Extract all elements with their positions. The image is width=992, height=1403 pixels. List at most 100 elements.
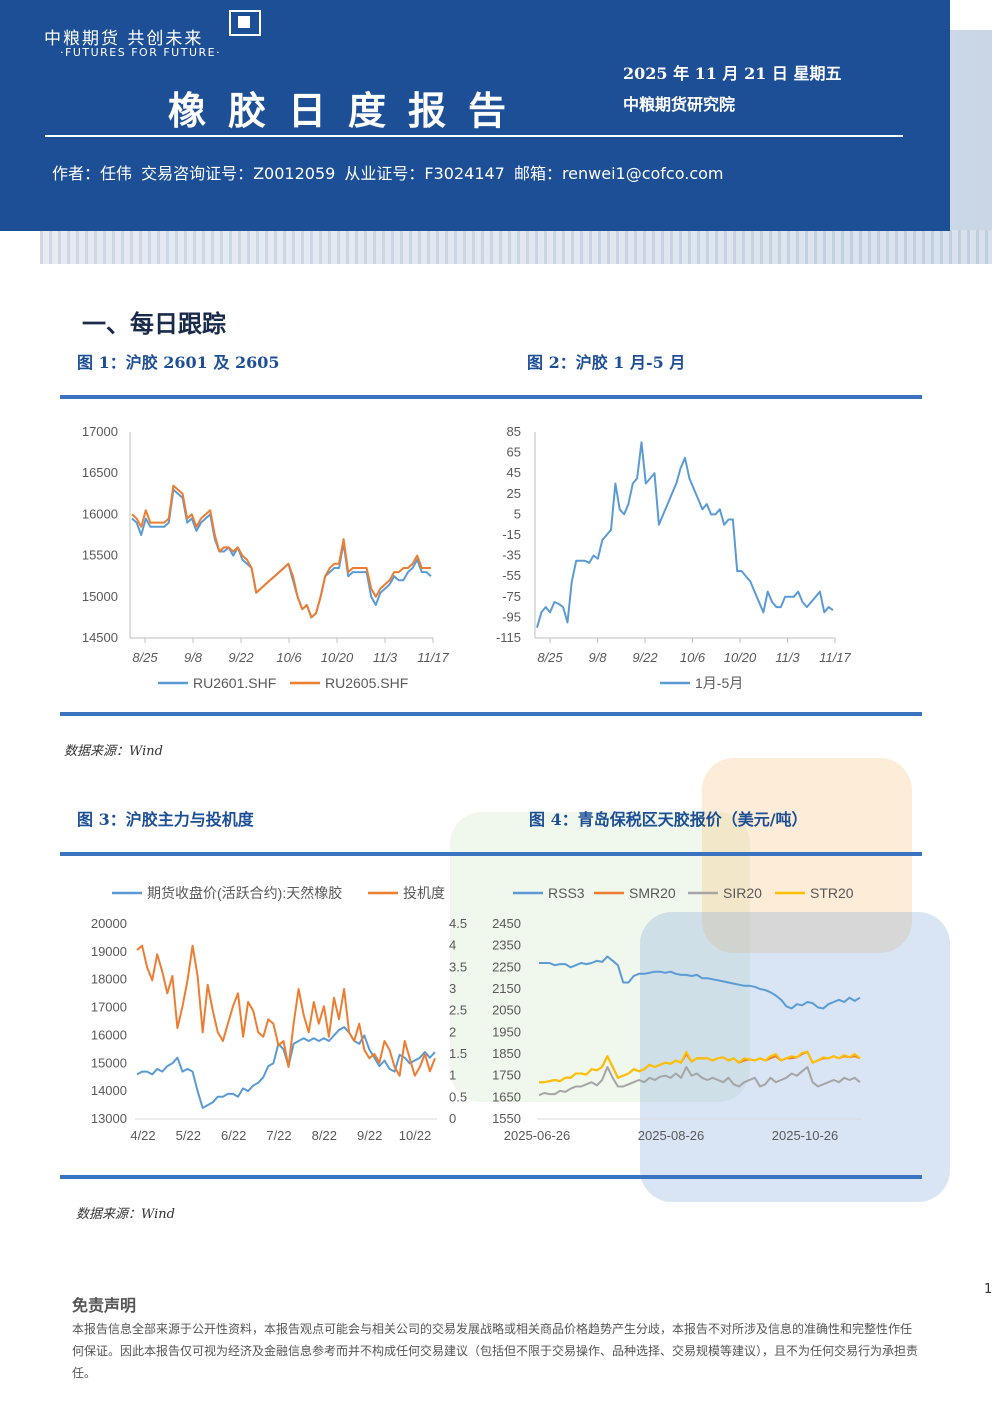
y-tick-label: 1650 [492, 1089, 521, 1104]
x-tick-label: 9/22 [632, 650, 658, 665]
header-divider [45, 135, 903, 137]
x-tick-label: 10/20 [321, 650, 354, 665]
series-line-2 [136, 944, 436, 1077]
y-tick-label: 16500 [82, 465, 118, 480]
y-tick-label: 1750 [492, 1068, 521, 1083]
y2-tick-label: 0.5 [449, 1089, 467, 1104]
y-tick-label: 15000 [82, 589, 118, 604]
legend-label: RU2601.SHF [193, 675, 276, 691]
y2-tick-label: 4 [449, 938, 456, 953]
y2-tick-label: 3 [449, 981, 456, 996]
y-tick-label: 16000 [82, 506, 118, 521]
y-tick-label: -55 [502, 568, 521, 583]
x-tick-label: 10/20 [724, 650, 757, 665]
legend-label: 期货收盘价(活跃合约):天然橡胶 [147, 885, 342, 901]
legend-label: RU2605.SHF [325, 675, 408, 691]
x-tick-label: 8/25 [132, 650, 158, 665]
y-tick-label: 15000 [91, 1055, 127, 1070]
series-line-1 [136, 1026, 436, 1109]
legend-label: 1月-5月 [695, 675, 743, 691]
x-tick-label: 9/8 [588, 650, 607, 665]
page-number: 1 [984, 1282, 992, 1297]
series-line-4 [539, 1050, 861, 1084]
report-title: 橡胶日度报告 [168, 88, 529, 133]
series-line-1 [539, 955, 861, 1010]
y2-tick-label: 0 [449, 1111, 456, 1126]
y-tick-label: 18000 [91, 972, 127, 987]
institute-name: 中粮期货研究院 [623, 95, 736, 114]
x-tick-label: 4/22 [130, 1128, 155, 1143]
y-tick-label: 25 [507, 486, 521, 501]
y2-tick-label: 3.5 [449, 959, 467, 974]
legend-label: STR20 [810, 885, 854, 901]
y-tick-label: 45 [507, 465, 521, 480]
x-tick-label: 11/17 [819, 650, 851, 665]
legend-label: 投机度 [403, 885, 445, 901]
x-tick-label: 7/22 [266, 1128, 291, 1143]
figure-row-1-bottom-rule [60, 712, 922, 716]
data-source-2: 数据来源：Wind [76, 1207, 175, 1222]
x-tick-label: 6/22 [221, 1128, 246, 1143]
report-date: 2025 年 11 月 21 日 星期五 [623, 64, 842, 83]
y-tick-label: 16000 [91, 1027, 127, 1042]
y-tick-label: 5 [514, 506, 521, 521]
y2-tick-label: 2 [449, 1024, 456, 1039]
x-tick-label: 2025-10-26 [772, 1128, 839, 1143]
report-header [0, 0, 950, 231]
y-tick-label: 19000 [91, 944, 127, 959]
legend-label: SMR20 [629, 885, 676, 901]
legend-label: RSS3 [548, 885, 585, 901]
figure-row-1-top-rule [60, 395, 922, 399]
x-tick-label: 5/22 [176, 1128, 201, 1143]
x-tick-label: 2025-06-26 [504, 1128, 571, 1143]
decor-panel-green [450, 812, 750, 1102]
figure-row-2-bottom-rule [60, 1175, 922, 1179]
legend-label: SIR20 [723, 885, 762, 901]
y-tick-label: -75 [502, 589, 521, 604]
y-tick-label: 17000 [82, 424, 118, 439]
x-tick-label: 10/6 [680, 650, 706, 665]
y2-tick-label: 1 [449, 1068, 456, 1083]
x-tick-label: 8/25 [537, 650, 563, 665]
series-line-2 [131, 484, 431, 619]
y-tick-label: 2250 [492, 959, 521, 974]
x-tick-label: 11/17 [417, 650, 449, 665]
y-tick-label: -115 [496, 630, 521, 645]
y2-tick-label: 4.5 [449, 916, 467, 931]
disclaimer-title: 免责声明 [72, 1296, 137, 1315]
y-tick-label: 2050 [492, 1003, 521, 1018]
section-title: 一、每日跟踪 [82, 309, 226, 338]
data-source-1: 数据来源：Wind [64, 744, 163, 759]
y-tick-label: 2150 [492, 981, 521, 996]
y-tick-label: 17000 [91, 1000, 127, 1015]
y-tick-label: 1550 [492, 1111, 521, 1126]
company-slogan: ·FUTURES FOR FUTURE· [60, 46, 222, 59]
y-tick-label: 20000 [91, 916, 127, 931]
series-line-1 [536, 441, 834, 628]
x-tick-label: 2025-08-26 [638, 1128, 705, 1143]
author-info: 作者：任伟 交易咨询证号：Z0012059 从业证号：F3024147 邮箱：r… [52, 164, 724, 183]
x-tick-label: 10/22 [399, 1128, 432, 1143]
disclaimer-body: 本报告信息全部来源于公开性资料，本报告观点可能会与相关公司的交易发展战略或相关商… [72, 1322, 919, 1380]
y-tick-label: -35 [502, 548, 521, 563]
y2-tick-label: 2.5 [449, 1003, 467, 1018]
y-tick-label: 14500 [82, 630, 118, 645]
series-line-1 [131, 488, 432, 619]
figure-3-title: 图 3：沪胶主力与投机度 [77, 810, 254, 829]
x-tick-label: 9/22 [228, 650, 254, 665]
y-tick-label: 2350 [492, 938, 521, 953]
y-tick-label: 1950 [492, 1024, 521, 1039]
series-line-3 [538, 1066, 861, 1097]
y-tick-label: 15500 [82, 548, 118, 563]
x-tick-label: 11/3 [775, 650, 800, 665]
figure-1-title: 图 1：沪胶 2601 及 2605 [77, 353, 280, 372]
x-tick-label: 11/3 [373, 650, 398, 665]
y-tick-label: 13000 [91, 1111, 127, 1126]
figure-2-title: 图 2：沪胶 1 月-5 月 [527, 353, 686, 372]
y2-tick-label: 1.5 [449, 1046, 467, 1061]
figure-row-2-top-rule [60, 852, 922, 856]
figure-4-title: 图 4：青岛保税区天胶报价（美元/吨） [529, 810, 808, 829]
x-tick-label: 9/8 [184, 650, 203, 665]
company-logo-text: 中粮期货 共创未来 [44, 29, 204, 49]
company-logo-icon [229, 10, 261, 36]
